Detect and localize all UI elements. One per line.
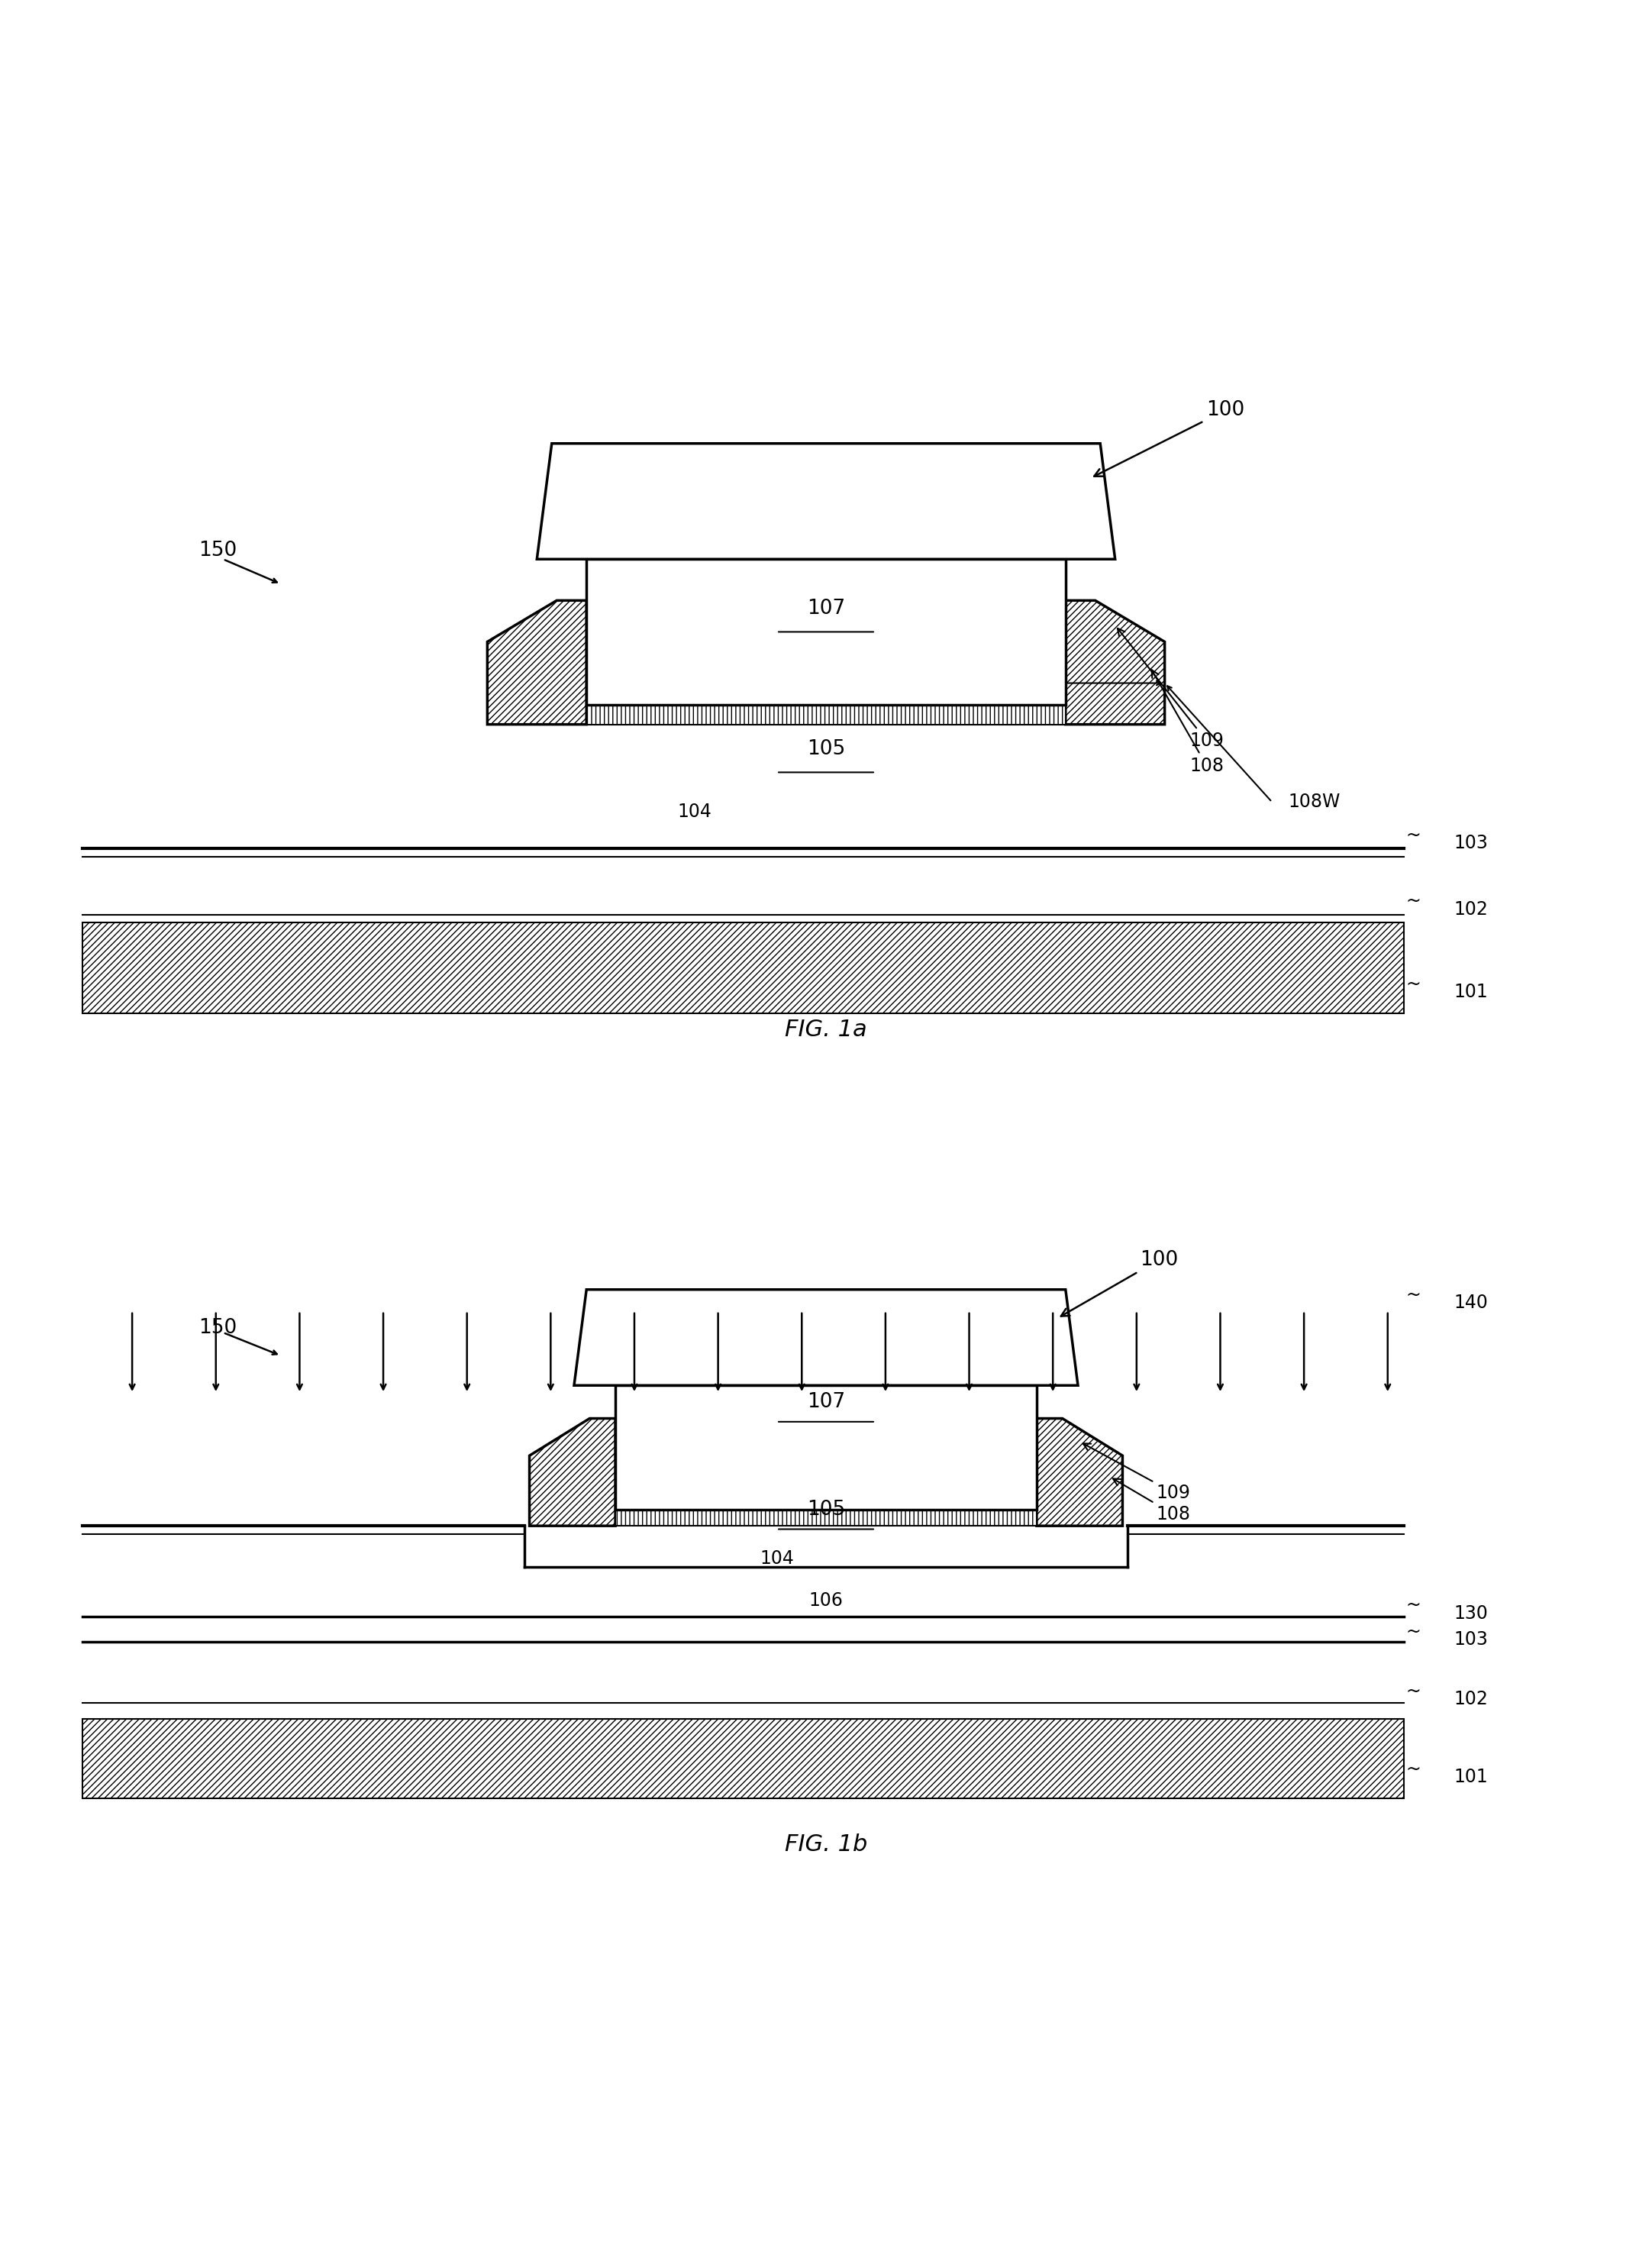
Text: 107: 107 bbox=[806, 1392, 846, 1412]
Text: 101: 101 bbox=[1454, 982, 1488, 1002]
Text: 102: 102 bbox=[1454, 901, 1488, 919]
Polygon shape bbox=[1066, 601, 1165, 724]
Text: 103: 103 bbox=[1454, 834, 1488, 852]
Text: 150: 150 bbox=[198, 540, 236, 560]
Text: 150: 150 bbox=[198, 1318, 236, 1338]
Text: 100: 100 bbox=[1094, 401, 1244, 475]
Text: 107: 107 bbox=[806, 599, 846, 619]
Bar bbox=[83, 1720, 1404, 1798]
Bar bbox=[615, 1509, 1037, 1527]
Text: 104: 104 bbox=[677, 803, 712, 821]
Text: 105: 105 bbox=[806, 1500, 846, 1520]
Text: ~: ~ bbox=[1406, 1623, 1421, 1641]
Text: 105: 105 bbox=[806, 740, 846, 760]
Text: 104: 104 bbox=[760, 1549, 795, 1567]
Bar bbox=[586, 558, 1066, 704]
Text: ~: ~ bbox=[1406, 975, 1421, 993]
Text: 103: 103 bbox=[1454, 1630, 1488, 1650]
Text: 101: 101 bbox=[1454, 1769, 1488, 1787]
Text: 109: 109 bbox=[1117, 628, 1224, 751]
Polygon shape bbox=[573, 1289, 1077, 1386]
Text: 108W: 108W bbox=[1289, 794, 1341, 812]
Text: 102: 102 bbox=[1454, 1690, 1488, 1708]
Text: ~: ~ bbox=[1406, 1285, 1421, 1303]
Text: FIG. 1a: FIG. 1a bbox=[785, 1020, 867, 1040]
Polygon shape bbox=[529, 1419, 615, 1527]
Text: 106: 106 bbox=[809, 1592, 843, 1610]
Text: 108: 108 bbox=[1151, 670, 1224, 776]
Text: 140: 140 bbox=[1454, 1294, 1488, 1312]
Polygon shape bbox=[487, 601, 586, 724]
Bar bbox=[586, 704, 1066, 724]
Text: ~: ~ bbox=[1406, 825, 1421, 845]
Bar bbox=[83, 924, 1404, 1013]
Text: 130: 130 bbox=[1454, 1605, 1488, 1623]
Text: 100: 100 bbox=[1061, 1249, 1178, 1316]
Text: 109: 109 bbox=[1084, 1444, 1191, 1502]
Text: 108: 108 bbox=[1113, 1480, 1191, 1525]
Text: FIG. 1b: FIG. 1b bbox=[785, 1834, 867, 1856]
Bar bbox=[615, 1386, 1037, 1509]
Text: ~: ~ bbox=[1406, 1682, 1421, 1699]
Polygon shape bbox=[537, 444, 1115, 558]
Text: ~: ~ bbox=[1406, 892, 1421, 910]
Text: ~: ~ bbox=[1406, 1596, 1421, 1614]
Text: ~: ~ bbox=[1406, 1760, 1421, 1778]
Polygon shape bbox=[1037, 1419, 1122, 1527]
